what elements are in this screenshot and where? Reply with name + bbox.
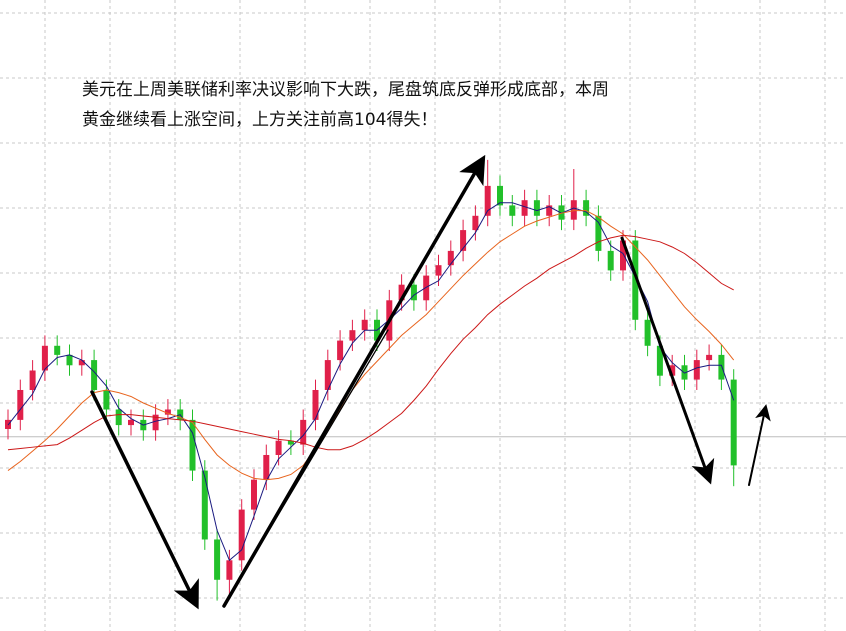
candle-body (435, 265, 442, 276)
arrow (222, 154, 486, 608)
candle-body (361, 319, 368, 331)
candle-body (669, 365, 676, 376)
candle-body (644, 319, 651, 346)
candle-body (78, 360, 85, 366)
candle-body (300, 419, 307, 445)
candle-body (656, 345, 663, 376)
candle-body (521, 200, 528, 216)
candle-body (251, 479, 257, 510)
annotation-line: 黄金继续看上涨空间，上方关注前高104得失！ (82, 110, 437, 130)
moving-average (7, 202, 735, 562)
moving-average (7, 234, 734, 451)
arrow (620, 236, 715, 485)
candle-body (607, 250, 614, 271)
trend-arrows (90, 154, 771, 610)
candle-body (164, 409, 171, 415)
candle-body (497, 185, 503, 206)
candle-body (337, 340, 344, 361)
candle-body (17, 389, 24, 420)
candle-body (263, 454, 270, 480)
candle-body (115, 409, 122, 426)
candle-body (730, 379, 737, 466)
candle-body (718, 354, 725, 380)
arrow (90, 390, 199, 610)
candle-body (546, 205, 553, 216)
candle-body (484, 185, 491, 216)
candle-body (103, 389, 110, 410)
candle-body (324, 360, 331, 390)
candle-body (583, 200, 590, 216)
candle-body (447, 250, 454, 266)
candle-body (632, 240, 639, 320)
candle-body (287, 440, 294, 445)
moving-average (7, 210, 735, 481)
candle-body (275, 440, 282, 455)
candle-body (54, 345, 61, 355)
candle-body (226, 560, 233, 580)
candle-body (423, 275, 430, 301)
candle-body (509, 205, 516, 216)
candle-body (558, 205, 565, 220)
candle-body (472, 215, 479, 231)
candle-body (152, 414, 159, 431)
candle-body (706, 354, 713, 361)
candle-body (595, 215, 602, 251)
candle-body (570, 200, 577, 220)
candle-body (189, 419, 196, 471)
candle-body (41, 345, 48, 371)
candle-body (238, 509, 245, 561)
candle-body (312, 389, 319, 420)
candle-body (214, 539, 221, 580)
annotation-line: 美元在上周美联储利率决议影响下大跌，尾盘筑底反弹形成底部，本周 (82, 80, 609, 100)
candle-body (66, 354, 73, 366)
candle-body (460, 230, 467, 251)
candle-body (91, 360, 98, 390)
candle-body (410, 284, 417, 301)
candle-body (693, 360, 700, 380)
candle-body (349, 330, 356, 341)
candle-body (201, 470, 208, 540)
candle-body (128, 419, 134, 426)
candle-body (398, 284, 405, 301)
candle-body (620, 240, 626, 271)
plot (0, 12, 846, 601)
arrow (748, 404, 771, 486)
candle-body (29, 370, 36, 390)
trend-line (223, 329, 389, 607)
candle-body (533, 200, 540, 216)
